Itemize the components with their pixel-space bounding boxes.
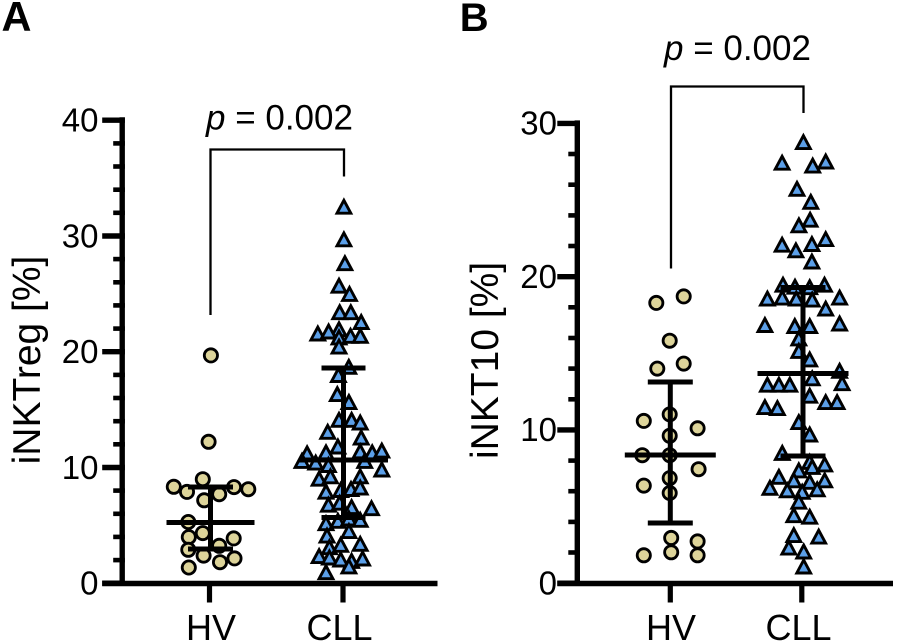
svg-text:0: 0 bbox=[539, 565, 557, 602]
svg-text:iNKTreg [%]: iNKTreg [%] bbox=[6, 256, 49, 465]
svg-text:30: 30 bbox=[520, 105, 557, 142]
svg-text:CLL: CLL bbox=[765, 607, 831, 643]
svg-text:20: 20 bbox=[520, 258, 557, 295]
svg-text:0: 0 bbox=[80, 565, 98, 602]
svg-text:p = 0.002: p = 0.002 bbox=[205, 99, 353, 138]
svg-text:30: 30 bbox=[62, 217, 99, 254]
svg-text:iNKT10 [%]: iNKT10 [%] bbox=[464, 262, 507, 459]
svg-text:A: A bbox=[2, 0, 32, 40]
svg-text:20: 20 bbox=[62, 333, 99, 370]
svg-text:CLL: CLL bbox=[306, 607, 372, 643]
svg-text:40: 40 bbox=[62, 102, 99, 139]
svg-text:10: 10 bbox=[520, 411, 557, 448]
svg-text:HV: HV bbox=[646, 607, 696, 643]
svg-text:10: 10 bbox=[62, 449, 99, 486]
svg-text:HV: HV bbox=[186, 607, 236, 643]
svg-text:B: B bbox=[460, 0, 489, 40]
svg-text:p = 0.002: p = 0.002 bbox=[663, 29, 811, 68]
